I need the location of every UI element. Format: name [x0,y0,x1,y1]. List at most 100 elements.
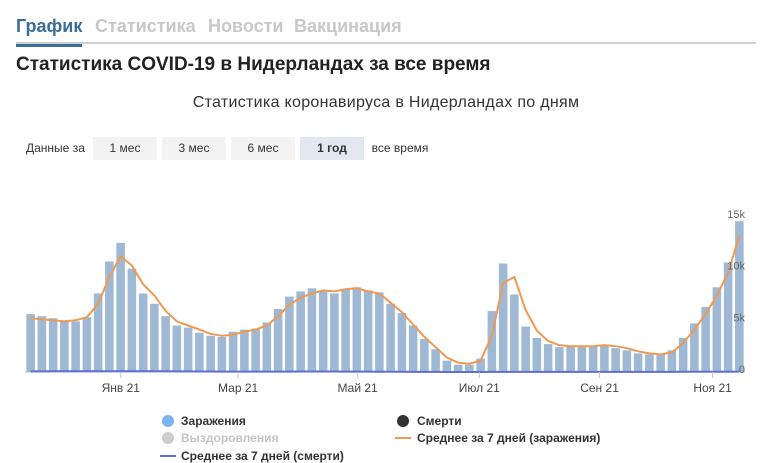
legend-item-avg-cases[interactable]: Среднее за 7 дней (заражения) [417,431,601,445]
cases-bar [487,311,497,372]
cases-bar [82,317,92,372]
cases-bar [453,364,463,372]
y-tick-label: 0 [739,364,745,376]
range-1-year-button[interactable]: 1 год [300,137,364,160]
cases-bar [240,329,249,372]
cases-bar [318,290,328,372]
cases-bars [26,221,744,372]
cases-bar [161,316,170,372]
cases-bar [352,287,362,372]
cases-bar [712,287,722,372]
cases-bar [408,325,418,372]
cases-bar [363,290,373,372]
range-label: Данные за [26,141,85,155]
legend-item-deaths[interactable]: Смерти [417,414,462,428]
range-all-time-button[interactable]: все время [366,137,434,160]
cases-bar [228,331,238,372]
cases-bar [150,303,159,372]
legend-deaths-dot [397,415,409,427]
legend-item-cases[interactable]: Заражения [181,414,246,428]
cases-bar [296,291,305,372]
tab-news[interactable]: Новости [208,16,284,36]
cases-bar [397,313,407,372]
cases-bar [566,346,575,372]
cases-bar [330,293,339,372]
legend-item-recovered[interactable]: Выздоровления [181,431,279,445]
cases-bar [555,347,564,372]
x-tick-label: Мар 21 [218,381,258,395]
cases-bar [431,349,440,372]
page-title: Статистика COVID-19 в Нидерландах за все… [16,54,491,75]
cases-bar [307,288,317,372]
tab-bar: График Статистика Новости Вакцинация [16,14,756,47]
cases-bar [206,335,215,372]
cases-bar [341,289,350,372]
cases-bar [26,314,35,372]
x-tick-label: Май 21 [338,381,379,395]
cases-bar [116,242,125,372]
cases-bar [183,327,193,372]
range-3-months-button[interactable]: 3 мес [162,137,226,160]
cases-bar [48,318,58,372]
cases-bar [105,261,114,372]
x-axis-ticks: Янв 21 Мар 21 Май 21 Июл 21 Сен 21 Ноя 21 [102,372,732,395]
cases-bar [273,308,283,372]
x-tick-label: Янв 21 [102,381,141,395]
cases-bar [262,322,272,372]
cases-bar [521,326,530,372]
cases-bar [172,325,182,372]
cases-bar [386,303,395,372]
x-tick-label: Ноя 21 [693,381,732,395]
cases-bar [442,360,452,372]
cases-bar [71,321,80,372]
range-6-months-button[interactable]: 6 мес [231,137,295,160]
cases-bar [476,358,485,372]
cases-bar [645,354,654,372]
cases-bar [420,338,429,372]
cases-bar [633,353,643,372]
chart-title: Статистика коронавируса в Нидерландах по… [192,94,580,111]
range-1-month-button[interactable]: 1 мес [93,137,157,160]
cases-bar [622,350,632,372]
cases-bar [127,268,137,372]
cases-bar [251,328,260,372]
tab-vaccination[interactable]: Вакцинация [294,16,402,36]
cases-bar [375,292,384,372]
cases-bar [498,263,508,372]
cases-bar [285,296,294,372]
cases-bar [510,294,519,372]
cases-bar [588,346,598,372]
legend-item-avg-deaths[interactable]: Среднее за 7 дней (смерти) [181,449,344,463]
legend-cases-dot [162,415,174,427]
y-tick-label: 5k [733,312,745,324]
cases-bar [543,344,553,372]
cases-bar [93,293,103,372]
y-tick-label: 15k [727,209,745,221]
tab-graph[interactable]: График [16,16,83,47]
x-tick-label: Сен 21 [580,381,619,395]
cases-bar [60,320,69,372]
cases-bar [465,364,474,372]
cases-bar [532,337,542,372]
cases-bar [37,316,47,372]
y-axis-ticks: 0 5k 10k 15k [727,209,745,376]
cases-bar [735,221,744,372]
cases-bar [667,350,677,372]
cases-bar [723,262,733,372]
cases-bar [611,348,620,372]
cases-bar [600,345,609,372]
cases-bar [138,293,148,372]
tab-statistics[interactable]: Статистика [95,16,196,36]
cases-bar [577,347,587,372]
avg-deaths-line [30,370,740,373]
cases-bar [701,306,710,372]
legend-recovered-dot [162,432,174,444]
cases-bar [678,337,688,372]
x-tick-label: Июл 21 [459,381,500,395]
cases-bar [217,336,227,372]
y-tick-label: 10k [727,261,745,273]
cases-bar [656,354,665,372]
avg-cases-line [30,235,741,365]
cases-bar [195,332,204,372]
